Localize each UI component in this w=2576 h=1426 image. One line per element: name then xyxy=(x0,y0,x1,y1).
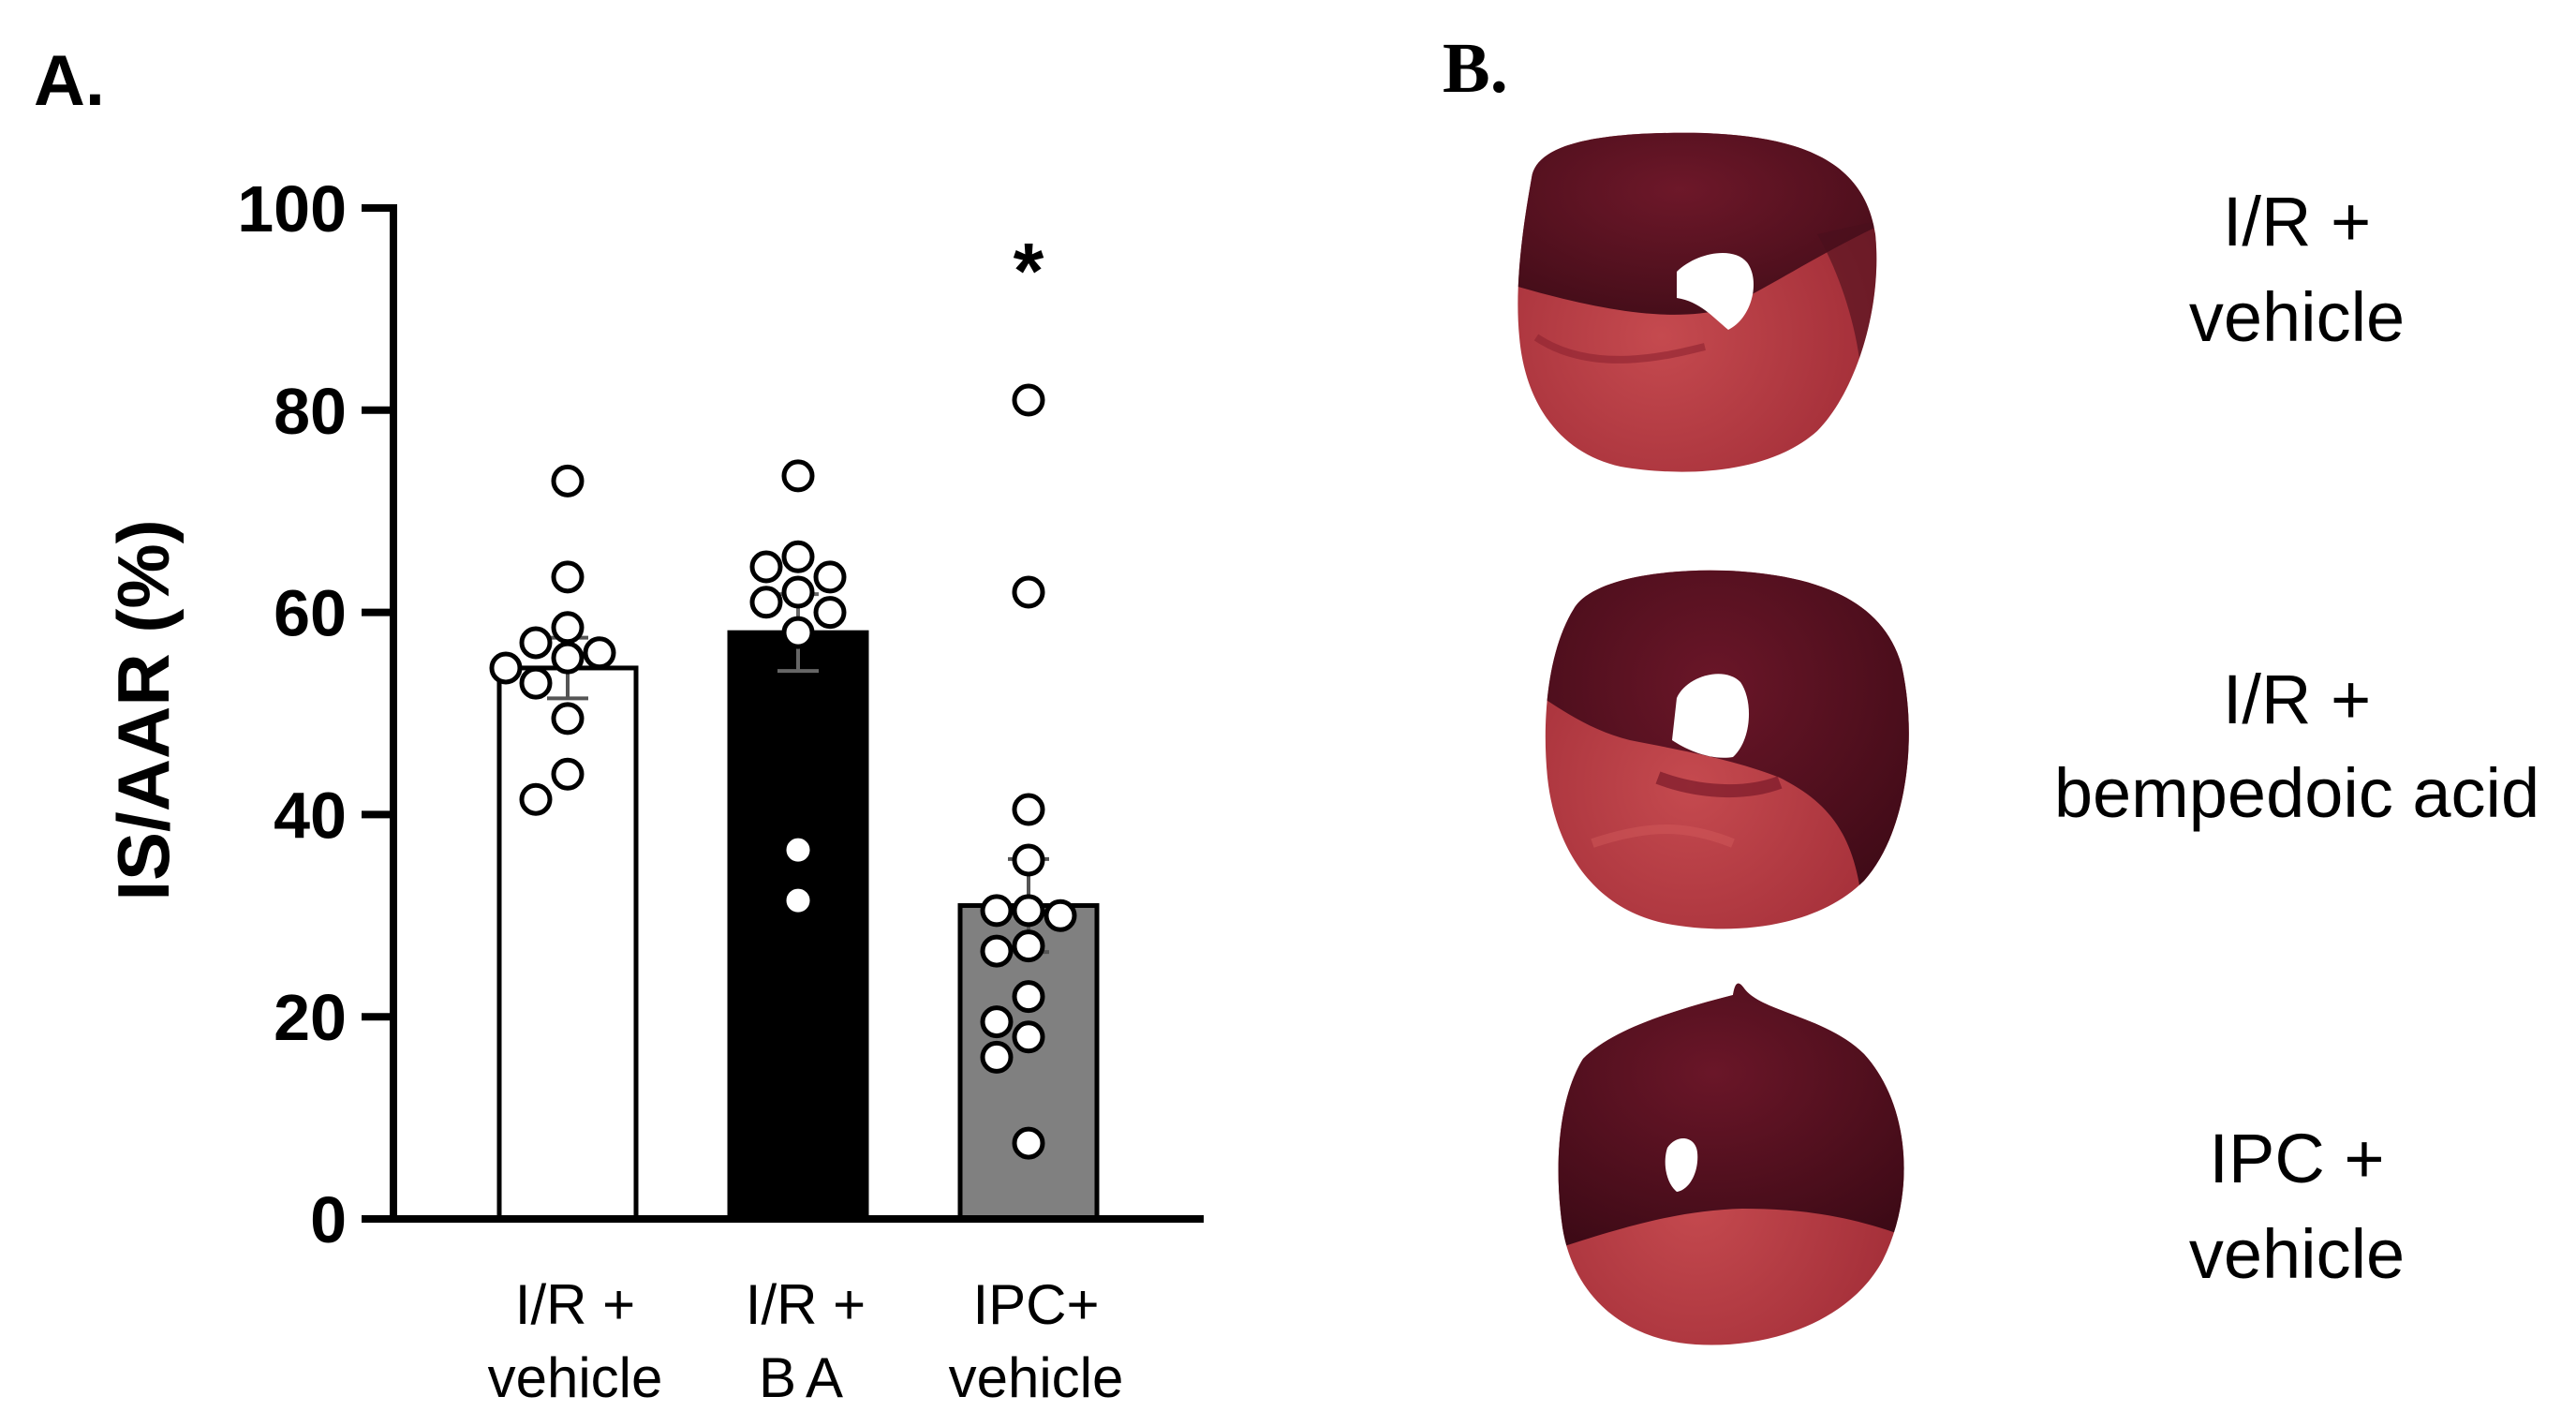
data-point xyxy=(1012,1020,1045,1054)
x-category-label-line1: I/R + xyxy=(746,1273,866,1336)
data-point xyxy=(781,575,815,609)
x-category-labels: I/R + vehicle I/R + BA IPC+ vehicle xyxy=(488,1273,1124,1409)
y-tick-label: 0 xyxy=(310,1183,347,1256)
data-point xyxy=(583,636,616,670)
data-point xyxy=(551,464,585,498)
data-point xyxy=(519,626,553,660)
data-point xyxy=(980,1005,1014,1039)
heart-slice-3 xyxy=(1558,983,1904,1345)
data-point xyxy=(1012,894,1045,928)
y-tick-label: 40 xyxy=(274,779,347,852)
data-point xyxy=(781,833,815,867)
data-point xyxy=(980,894,1014,928)
data-point xyxy=(519,782,553,816)
y-tick-label: 60 xyxy=(274,577,347,650)
data-point xyxy=(749,550,783,584)
data-point xyxy=(1012,575,1045,609)
data-point xyxy=(980,934,1014,968)
data-point xyxy=(1012,980,1045,1014)
y-axis-title: IS/AAR (%) xyxy=(102,519,185,900)
y-tick-label: 20 xyxy=(274,981,347,1054)
data-point xyxy=(813,596,847,630)
data-point xyxy=(1012,383,1045,417)
heart-slice-1 xyxy=(1517,132,1877,472)
data-point xyxy=(980,1040,1014,1074)
data-point xyxy=(1012,929,1045,963)
image-label-3-line2: vehicle xyxy=(2189,1215,2405,1293)
image-label-1-line1: I/R + xyxy=(2223,183,2371,260)
image-label-2-line1: I/R + xyxy=(2223,661,2371,738)
heart-slice-2 xyxy=(1545,570,1909,929)
x-category-label-line2: BA xyxy=(759,1346,852,1409)
data-point xyxy=(1012,1126,1045,1160)
image-label-1-line2: vehicle xyxy=(2189,278,2405,356)
data-point xyxy=(551,641,585,675)
data-point xyxy=(551,560,585,594)
data-point xyxy=(781,459,815,493)
data-point xyxy=(551,757,585,791)
bar-1 xyxy=(496,665,639,1222)
data-point xyxy=(551,611,585,645)
y-ticks: 0 20 40 60 80 100 xyxy=(237,172,393,1256)
data-point xyxy=(1012,843,1045,877)
y-tick-label: 80 xyxy=(274,375,347,448)
bar-2 xyxy=(727,630,869,1222)
data-points xyxy=(489,383,1077,1160)
x-category-label-line1: IPC+ xyxy=(972,1273,1099,1336)
data-point xyxy=(781,616,815,649)
data-point xyxy=(749,586,783,619)
data-point xyxy=(781,540,815,573)
data-point xyxy=(781,884,815,917)
x-category-label-line1: I/R + xyxy=(515,1273,635,1336)
x-category-label-line2: vehicle xyxy=(488,1346,663,1409)
data-point xyxy=(1044,899,1077,932)
data-point xyxy=(1012,793,1045,826)
data-point xyxy=(519,666,553,700)
data-point xyxy=(813,560,847,594)
annotations: * xyxy=(1014,227,1044,315)
image-label-3-line1: IPC + xyxy=(2209,1120,2384,1197)
y-tick-label: 100 xyxy=(237,172,347,245)
image-label-2-line2: bempedoic acid xyxy=(2054,754,2539,832)
panel-label-b: B. xyxy=(1443,29,1508,108)
significance-marker: * xyxy=(1014,227,1044,315)
panel-label-a: A. xyxy=(34,41,105,121)
x-category-label-line2: vehicle xyxy=(949,1346,1124,1409)
data-point xyxy=(489,651,523,685)
axes xyxy=(390,204,1204,1223)
data-point xyxy=(551,702,585,735)
bars-layer xyxy=(496,630,1100,1222)
